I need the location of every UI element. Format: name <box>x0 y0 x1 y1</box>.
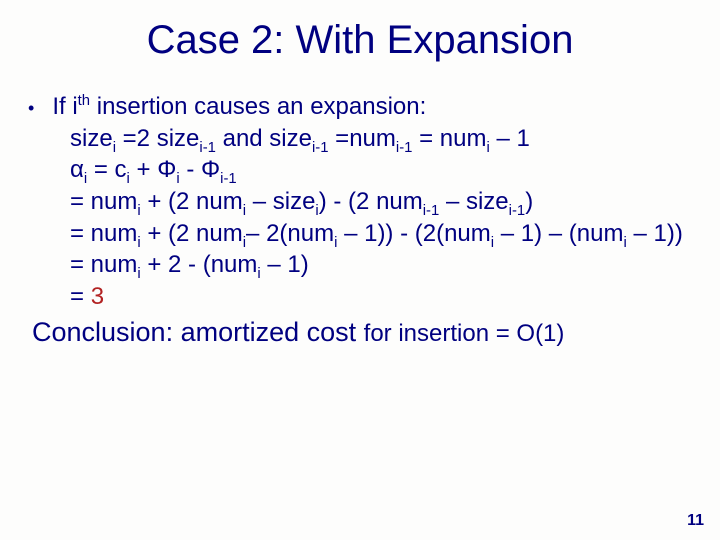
s: i-1 <box>199 139 216 155</box>
t: – size <box>246 188 315 215</box>
alpha: α <box>70 156 84 183</box>
slide-title: Case 2: With Expansion <box>0 0 720 91</box>
t: – 1 <box>490 125 530 152</box>
page-number: 11 <box>687 512 704 530</box>
t: size <box>70 125 113 152</box>
txt: If i <box>52 93 77 120</box>
conclusion-b: for insertion = O(1) <box>364 320 565 347</box>
s: i-1 <box>423 203 440 219</box>
deriv-result-line: = 3 <box>76 281 700 313</box>
txt: insertion causes an expansion: <box>90 93 426 120</box>
deriv-line-1: = numi + (2 numi – sizei) - (2 numi-1 – … <box>76 186 700 218</box>
result-value: 3 <box>91 283 104 310</box>
deriv-line-3: = numi + 2 - (numi – 1) <box>76 249 700 281</box>
t: =num <box>329 125 396 152</box>
t: ) - (2 num <box>319 188 423 215</box>
bullet-text: If ith insertion causes an expansion: <box>52 91 426 123</box>
t: – 1) <box>261 251 309 278</box>
conclusion-a: Conclusion: amortized cost <box>32 317 364 347</box>
t: = num <box>70 188 137 215</box>
s: i-1 <box>312 139 329 155</box>
t: - Φ <box>180 156 220 183</box>
s: i-1 <box>509 203 526 219</box>
th-sup: th <box>78 93 90 109</box>
t: – 1) – (num <box>494 220 623 247</box>
t: – 1)) - (2(num <box>337 220 490 247</box>
alpha-def-line: αi = ci + Φi - Φi-1 <box>28 154 700 186</box>
t: – size <box>439 188 508 215</box>
s: i-1 <box>396 139 413 155</box>
t: =2 size <box>116 125 199 152</box>
bullet-dot: • <box>28 97 34 121</box>
conclusion-line: Conclusion: amortized cost for insertion… <box>28 315 700 351</box>
t: = num <box>412 125 486 152</box>
deriv-line-2: = numi + (2 numi– 2(numi – 1)) - (2(numi… <box>76 218 700 250</box>
t: + 2 - (num <box>141 251 258 278</box>
s: i-1 <box>220 171 237 187</box>
t: – 1)) <box>627 220 683 247</box>
t: + Φ <box>130 156 177 183</box>
t: = num <box>70 251 137 278</box>
t: – 2(num <box>246 220 334 247</box>
size-relation-line: sizei =2 sizei-1 and sizei-1 =numi-1 = n… <box>28 123 700 155</box>
t: + (2 num <box>141 220 243 247</box>
t: = <box>70 283 91 310</box>
slide-content: • If ith insertion causes an expansion: … <box>0 91 720 350</box>
t: and size <box>216 125 312 152</box>
t: + (2 num <box>141 188 243 215</box>
t: ) <box>525 188 533 215</box>
t: = c <box>87 156 126 183</box>
t: = num <box>70 220 137 247</box>
bullet-line: • If ith insertion causes an expansion: <box>28 91 700 123</box>
